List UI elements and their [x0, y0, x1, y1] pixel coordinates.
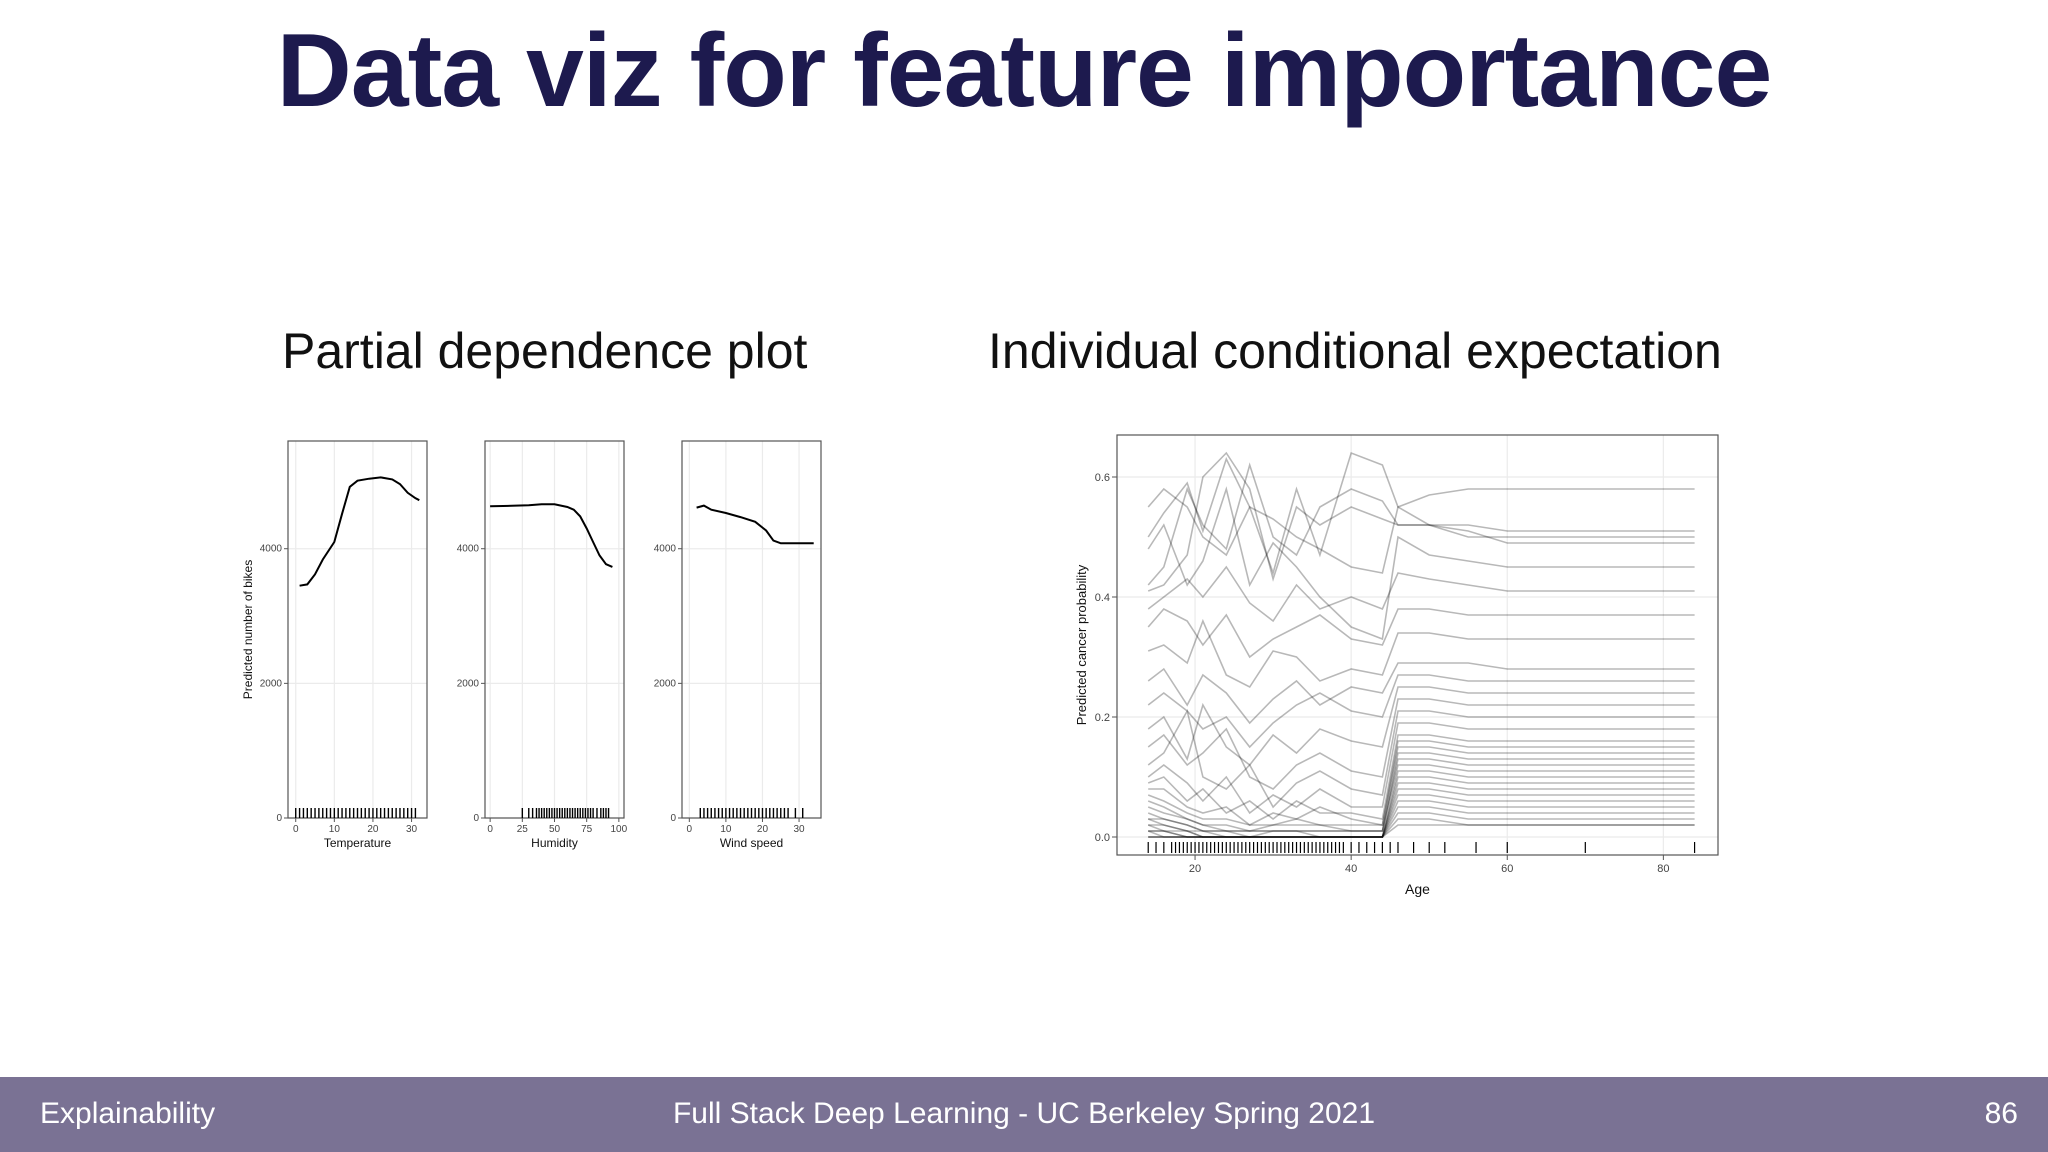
ice-ylabel: Predicted cancer probability: [1074, 564, 1089, 725]
pdp-ytick-label: 4000: [457, 544, 480, 555]
ice-xlabel: Age: [1405, 881, 1430, 897]
ice-line: [1147, 746, 1695, 826]
ice-line: [1147, 608, 1695, 659]
footer-bar: Explainability Full Stack Deep Learning …: [0, 1077, 2048, 1152]
ice-line: [1147, 565, 1695, 623]
ice-plot: 0.0 0.2 0.4 0.6 20 40 60 80 Age Predicted cancer …: [1074, 434, 1719, 897]
ice-lines: [1147, 451, 1695, 838]
ice-line: [1147, 618, 1695, 689]
pdp-ytick-label: 0: [473, 813, 479, 824]
ice-line: [1147, 806, 1695, 838]
pdp-ytick-label: 2000: [260, 678, 283, 689]
pdp-xtick-label: 100: [611, 824, 628, 835]
pdp-ytick-label: 0: [670, 813, 676, 824]
ice-subtitle: Individual conditional expectation: [988, 323, 1722, 379]
page-number: 86: [1984, 1097, 2018, 1130]
ice-xtick-label: 40: [1345, 863, 1357, 875]
footer-course-title: Full Stack Deep Learning - UC Berkeley S…: [672, 1097, 1376, 1130]
pdp-panel-1: 0 2000 4000 0 10 20 30 Temperature: [260, 440, 428, 850]
ice-ytick-label: 0.6: [1095, 472, 1110, 484]
ice-line: [1147, 698, 1695, 790]
pdp-xtick-label: 30: [793, 824, 805, 835]
pdp-panel-frame: [681, 440, 822, 819]
pdp-xtick-label: 20: [757, 824, 769, 835]
pdp-xtick-label: 30: [406, 824, 418, 835]
ice-ytick-label: 0.2: [1095, 712, 1110, 724]
ice-line: [1147, 758, 1695, 832]
ice-line: [1147, 662, 1695, 725]
ice-line: [1147, 686, 1695, 767]
pdp-ylabel: Predicted number of bikes: [241, 560, 255, 699]
footer-section-label: Explainability: [40, 1097, 216, 1130]
ice-xtick-label: 60: [1501, 863, 1513, 875]
pdp-xlabel: Temperature: [324, 836, 392, 850]
pdp-ytick-label: 0: [276, 813, 282, 824]
pdp-ytick-label: 4000: [654, 544, 677, 555]
pdp-panel-frame: [287, 440, 428, 819]
ice-line: [1147, 462, 1695, 586]
ice-xtick-label: 20: [1189, 863, 1201, 875]
pdp-xtick-label: 0: [293, 824, 299, 835]
ice-line: [1148, 824, 1695, 838]
pdp-xtick-label: 10: [720, 824, 732, 835]
ice-line: [1148, 800, 1695, 838]
pdp-xtick-label: 20: [367, 824, 379, 835]
pdp-ytick-label: 2000: [457, 678, 480, 689]
pdp-ytick-label: 2000: [654, 678, 677, 689]
ice-line: [1148, 794, 1695, 838]
ice-line: [1148, 818, 1695, 838]
pdp-curve: [490, 503, 613, 568]
pdp-ytick-label: 4000: [260, 544, 283, 555]
ice-line: [1147, 764, 1695, 832]
ice-line: [1147, 708, 1695, 809]
ice-xtick-label: 80: [1657, 863, 1669, 875]
slide-title: Data viz for feature importance: [276, 13, 1773, 129]
pdp-xtick-label: 0: [687, 824, 693, 835]
pdp-xtick-label: 25: [517, 824, 529, 835]
pdp-xlabel: Humidity: [531, 836, 578, 850]
pdp-curve: [696, 504, 814, 545]
pdp-xtick-label: 10: [329, 824, 341, 835]
ice-line: [1148, 740, 1695, 826]
pdp-panel-2: 0 2000 4000 0 25 50 75 100 Humidity: [457, 440, 628, 850]
ice-line: [1148, 812, 1695, 838]
pdp-xlabel: Wind speed: [720, 836, 783, 850]
ice-line: [1148, 782, 1695, 838]
ice-line: [1147, 788, 1695, 838]
pdp-panel-3: 0 2000 4000 0 10 20 30 Wind speed: [654, 440, 822, 850]
ice-ytick-label: 0.4: [1095, 592, 1110, 604]
ice-line: [1147, 451, 1695, 576]
ice-ytick-label: 0.0: [1095, 832, 1110, 844]
ice-line: [1147, 451, 1695, 592]
ice-line: [1147, 487, 1695, 574]
ice-line: [1147, 776, 1695, 838]
ice-line: [1147, 722, 1695, 815]
pdp-xtick-label: 0: [487, 824, 493, 835]
ice-line: [1147, 734, 1695, 821]
ice-line: [1147, 486, 1695, 641]
ice-line: [1147, 752, 1695, 832]
pdp-curve: [299, 476, 420, 587]
pdp-subtitle: Partial dependence plot: [282, 323, 808, 379]
pdp-xtick-label: 75: [581, 824, 593, 835]
ice-line: [1147, 674, 1695, 749]
ice-frame: [1116, 434, 1719, 856]
pdp-xtick-label: 50: [549, 824, 561, 835]
ice-line: [1148, 770, 1695, 838]
